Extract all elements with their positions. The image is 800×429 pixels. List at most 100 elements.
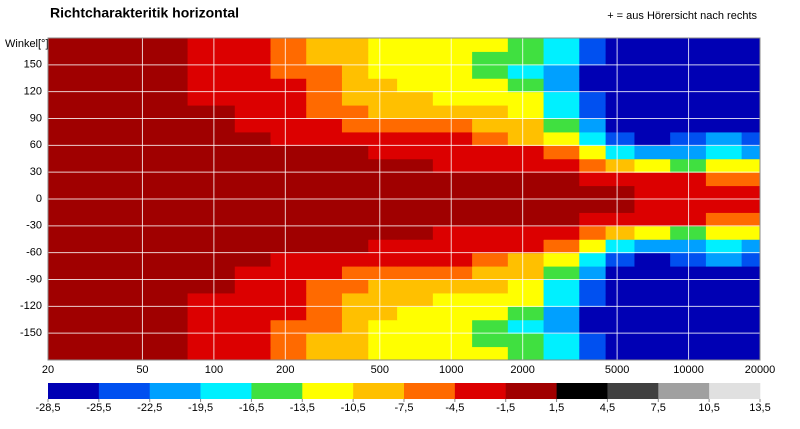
heat-cell [432, 252, 473, 267]
heat-cell [306, 145, 343, 160]
heat-cell [187, 279, 236, 294]
heat-cell [605, 279, 635, 294]
heat-cell [605, 51, 635, 66]
heat-cell [543, 212, 580, 227]
heat-cell [741, 333, 761, 348]
heat-cell [76, 225, 134, 240]
heat-cell [187, 292, 236, 307]
heat-cell [48, 64, 78, 79]
colorbar-label: 1,5 [549, 402, 564, 414]
heat-cell [234, 333, 272, 348]
heat-cell [48, 292, 78, 307]
heat-cell [270, 172, 307, 187]
heat-cell [705, 158, 743, 173]
heat-cell [270, 306, 307, 321]
heat-cell [234, 319, 272, 334]
y-tick-label: 0 [36, 193, 42, 205]
heat-cell [76, 105, 134, 119]
heat-cell [741, 266, 761, 280]
heat-cell [76, 292, 134, 307]
heat-cell [472, 279, 509, 294]
heat-cell [507, 38, 545, 52]
heat-cell [543, 172, 580, 187]
heat-cell [432, 78, 473, 93]
heat-cell [432, 131, 473, 146]
heat-cell [741, 51, 761, 66]
heat-cell [48, 225, 78, 240]
heat-cell [543, 131, 580, 146]
heat-cell [368, 78, 398, 93]
heat-cell [270, 225, 307, 240]
heat-cell [397, 78, 434, 93]
heat-cell [507, 118, 545, 133]
heat-cell [741, 118, 761, 133]
heat-cell [605, 118, 635, 133]
heat-cell [133, 292, 189, 307]
heat-cell [605, 212, 635, 227]
x-tick-label: 5000 [605, 364, 629, 376]
heat-cell [306, 292, 343, 307]
heat-cell [133, 51, 189, 66]
heat-cell [270, 319, 307, 334]
heat-cell [397, 279, 434, 294]
heat-cell [76, 239, 134, 254]
heat-cell [705, 319, 743, 334]
colorbar-swatch [251, 383, 303, 399]
heat-cell [705, 333, 743, 348]
heat-cell [579, 145, 607, 160]
annotation: + = aus Hörersicht nach rechts [607, 10, 757, 22]
heat-cell [705, 292, 743, 307]
colorbar-label: -13,5 [290, 402, 315, 414]
heat-cell [432, 91, 473, 106]
heat-cell [579, 266, 607, 280]
heat-cell [341, 306, 369, 321]
heat-cell [741, 199, 761, 213]
y-tick-label: 30 [30, 166, 42, 178]
y-tick-label: 60 [30, 139, 42, 151]
heat-cell [605, 225, 635, 240]
heat-cell [48, 38, 78, 52]
heat-cell [432, 319, 473, 334]
heat-cell [543, 199, 580, 213]
heat-cell [133, 239, 189, 254]
heat-cell [234, 292, 272, 307]
heat-cell [133, 252, 189, 267]
x-tick-label: 50 [136, 364, 148, 376]
colorbar-swatch [607, 383, 659, 399]
x-tick-label: 500 [371, 364, 389, 376]
heat-cell [187, 38, 236, 52]
heat-cell [397, 38, 434, 52]
heat-cell [48, 118, 78, 133]
heat-cell [741, 185, 761, 200]
heat-cell [133, 306, 189, 321]
heat-cell [270, 279, 307, 294]
heat-cell [634, 172, 671, 187]
heat-cell [705, 306, 743, 321]
heat-cell [472, 199, 509, 213]
heat-cell [341, 185, 369, 200]
heat-cell [472, 158, 509, 173]
heat-cell [76, 346, 134, 361]
heat-cell [741, 131, 761, 146]
heat-cell [76, 118, 134, 133]
heat-cell [472, 91, 509, 106]
heat-cell [432, 279, 473, 294]
heat-cell [368, 105, 398, 119]
heat-cell [133, 279, 189, 294]
heat-cell [741, 252, 761, 267]
heat-cell [634, 279, 671, 294]
heat-cell [705, 252, 743, 267]
heat-cell [543, 64, 580, 79]
heat-cell [133, 145, 189, 160]
heat-cell [306, 38, 343, 52]
heat-cell [48, 306, 78, 321]
colorbar-label: 4,5 [600, 402, 615, 414]
heat-cell [605, 292, 635, 307]
heat-cell [341, 225, 369, 240]
heat-cell [306, 78, 343, 93]
heat-cell [472, 346, 509, 361]
heat-cell [605, 91, 635, 106]
heat-cell [543, 333, 580, 348]
heat-cell [432, 145, 473, 160]
heat-cell [543, 118, 580, 133]
